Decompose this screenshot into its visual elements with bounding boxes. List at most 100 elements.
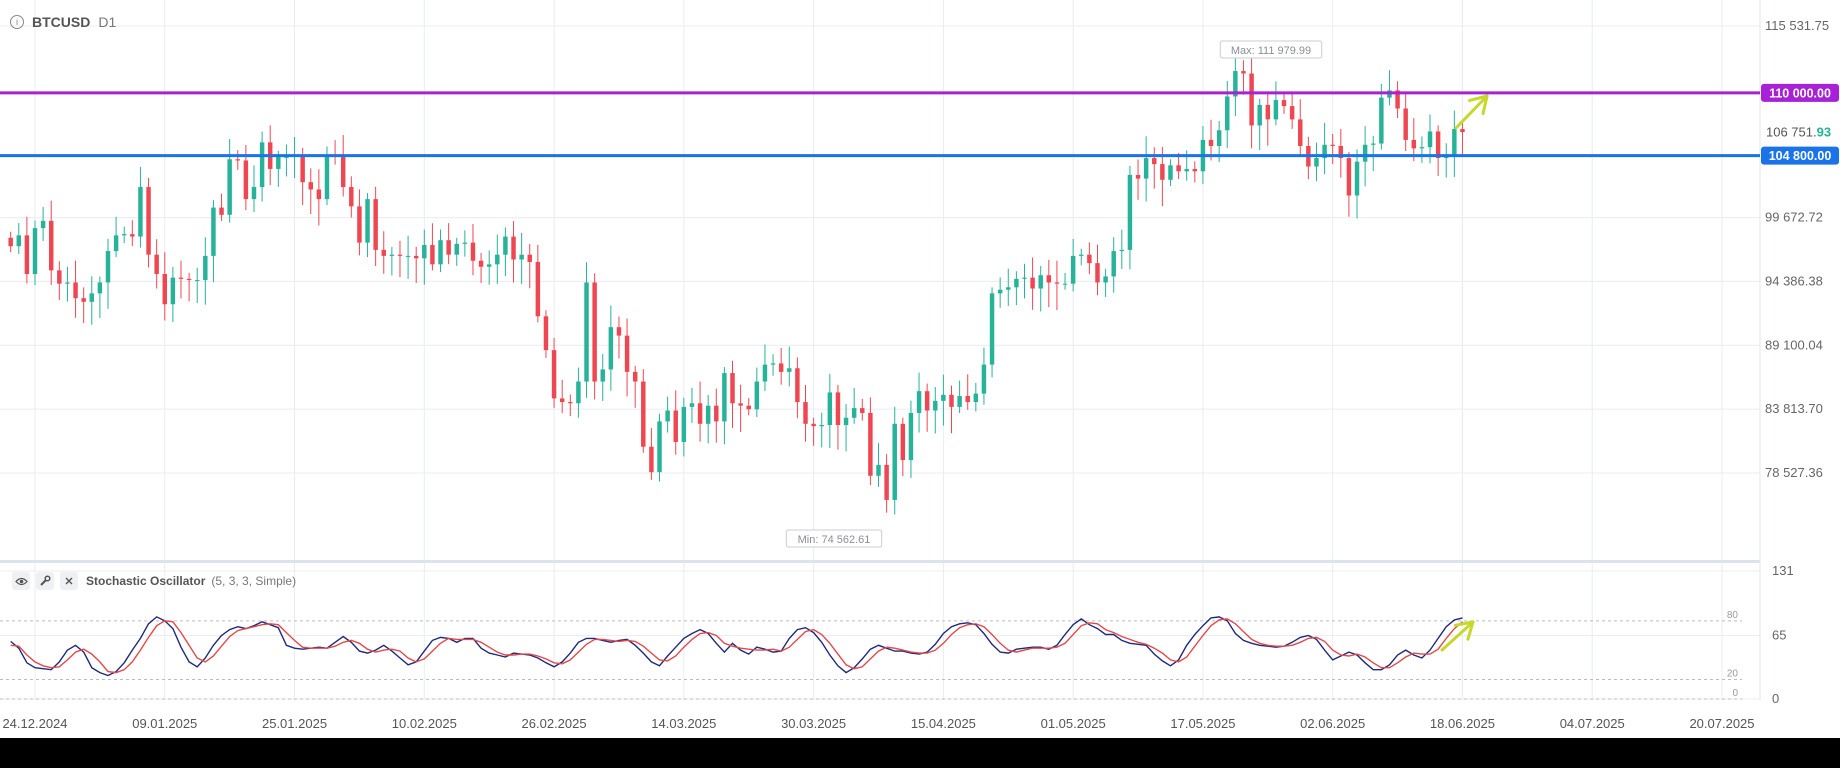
candle [1411,118,1417,162]
candle [284,144,289,177]
candle-body [730,373,735,404]
candle [1314,142,1319,182]
candle-body [219,207,224,215]
candle-body [965,396,970,403]
date-tick-label: 14.03.2025 [651,716,716,731]
candle [973,382,979,412]
candle [851,387,857,424]
chart-area[interactable]: Max: 111 979.99 Min: 74 562.61 115 531.75 9… [0,0,1840,738]
candle [1095,244,1100,296]
candle-body [762,364,768,382]
info-icon[interactable]: i [10,15,24,29]
candle [422,229,427,285]
date-tick-label: 04.07.2025 [1560,716,1625,731]
candle [1225,80,1230,149]
candle [908,400,914,478]
candle-body [511,236,516,260]
candle [689,387,695,424]
close-icon[interactable] [60,572,78,590]
candle-body [357,206,362,243]
candle-body [138,187,143,237]
last-price-suffix: 93 [1817,125,1831,140]
candle-body [186,278,192,281]
osc-level-label: 80 [1727,610,1739,621]
candle [97,276,103,318]
candle [876,443,881,487]
candle-body [916,391,922,413]
wrench-icon[interactable] [36,572,54,590]
candle [40,206,46,241]
candle-body [608,327,614,370]
candle [1387,70,1392,106]
osc-tick-label: 0 [1772,691,1779,706]
candle-body [519,254,524,260]
candle [1395,81,1400,118]
resistance-value-badge-box [1761,83,1839,102]
candle-body [827,392,833,426]
candle [486,250,492,285]
last-price-label: 106 751.93 [1766,125,1831,140]
candle-body [657,421,662,473]
candle [405,235,411,279]
candle [413,246,419,283]
candle [1135,159,1141,200]
candle [1257,98,1262,151]
candle-body [1395,90,1400,109]
chart-svg[interactable]: Max: 111 979.99 Min: 74 562.61 115 531.75 9… [0,0,1840,738]
candle-body [1362,144,1368,162]
candles [8,49,1465,515]
price-up-arrow-head [1468,94,1489,102]
candle-body [1298,119,1303,146]
candle [941,374,946,426]
candle [1265,92,1271,146]
price-tick-label: 94 386.38 [1765,273,1823,288]
candle [803,385,808,442]
symbol-label: BTCUSD [32,14,91,30]
candle [787,346,792,387]
candle-body [365,199,370,243]
candle [16,223,22,254]
candle-body [535,261,541,317]
candle [665,396,670,433]
candle [292,137,297,179]
candle-body [1152,158,1157,165]
oscillator-params: (5, 3, 3, Simple) [211,574,297,588]
candle-body [1322,144,1327,159]
candle [1070,238,1076,292]
candle-body [1127,174,1133,250]
date-tick-label: 10.02.2025 [392,716,457,731]
candle-body [957,396,962,407]
candle [349,176,354,218]
resistance-value-badge: 110 000.00 [1761,83,1839,102]
candle [738,384,743,433]
candle-body [884,464,889,500]
osc-tick-label: 131 [1772,563,1794,578]
eye-icon[interactable] [12,572,30,590]
candle [965,374,970,410]
candle [1079,248,1084,266]
price-up-arrow-shaft [1454,94,1489,130]
date-tick-label: 26.02.2025 [522,716,587,731]
candle-body [8,237,13,247]
candle [1127,165,1133,270]
candle-body [1460,129,1465,133]
candle-body [1379,97,1384,144]
price-tick-label: 78 527.36 [1765,465,1823,480]
max-price-label-box [1219,40,1323,59]
stoch-k-line [10,616,1463,677]
candle-body [349,187,354,207]
candle [754,367,760,418]
max-price-label-text: Max: 111 979.99 [1231,45,1311,57]
min-price-label-box [785,529,883,548]
candle-body [40,220,46,229]
candle [397,240,403,278]
candle [170,266,176,323]
candle [1054,260,1060,311]
candle-body [754,381,760,410]
candle [1452,110,1457,177]
candle [1006,268,1011,306]
candle-body [73,282,78,299]
candle [1379,83,1384,150]
candle-body [1346,158,1352,196]
candle [203,237,208,305]
